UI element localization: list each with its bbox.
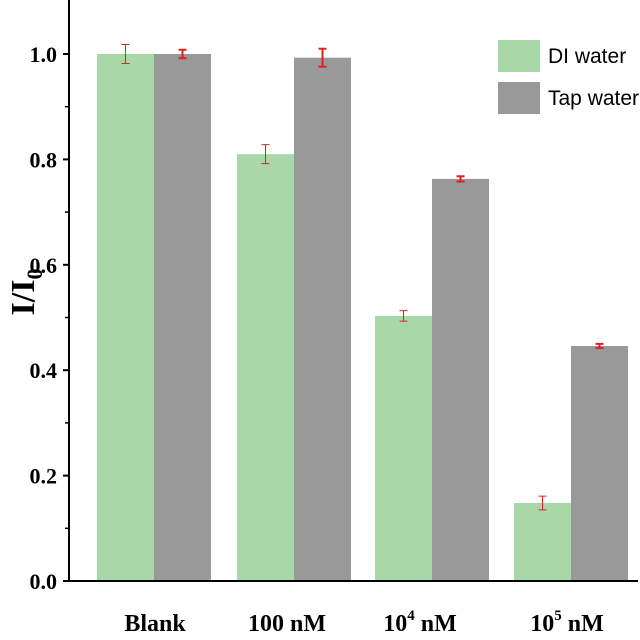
- bars: [97, 54, 628, 582]
- bar: [432, 178, 489, 582]
- axes: [68, 0, 638, 582]
- legend-swatch: [498, 82, 540, 114]
- y-tick-label: 1.0: [30, 42, 58, 67]
- x-tick-label: 104 nM: [383, 608, 457, 637]
- y-tick-label: 0.2: [30, 464, 58, 489]
- bar: [237, 154, 294, 581]
- bar: [97, 54, 154, 581]
- y-tick-label: 0.8: [30, 147, 58, 172]
- bar: [154, 54, 211, 581]
- legend-swatch: [498, 40, 540, 72]
- y-axis-ticks: 0.0 0.2 0.4 0.6 0.8 1.0: [30, 42, 69, 594]
- x-tick-label: 100 nM: [248, 611, 326, 637]
- legend-label: Tap water: [548, 87, 639, 110]
- y-axis-title: I/I0: [5, 269, 47, 316]
- bar: [294, 57, 351, 581]
- legend: DI water Tap water: [498, 40, 639, 114]
- x-tick-label: Blank: [124, 611, 186, 637]
- bar: [514, 503, 571, 581]
- bar: [571, 345, 628, 581]
- y-tick-label: 0.6: [30, 253, 58, 278]
- x-axis-labels: Blank 100 nM 104 nM 105 nM: [124, 608, 603, 637]
- error-bars: [121, 44, 604, 511]
- legend-label: DI water: [548, 45, 626, 68]
- bar: [375, 315, 432, 581]
- x-tick-label: 105 nM: [530, 608, 604, 637]
- y-axis-label: I/I0: [5, 269, 47, 316]
- y-tick-label: 0.4: [30, 358, 58, 383]
- y-tick-label: 0.0: [30, 569, 58, 594]
